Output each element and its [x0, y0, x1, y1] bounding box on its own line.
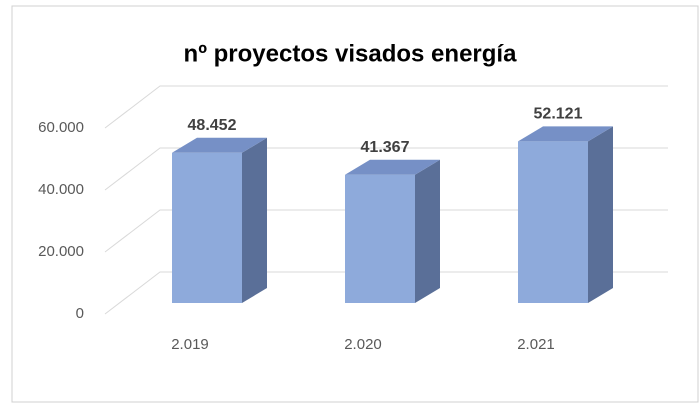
grid-line: [104, 271, 668, 315]
bar-front: [518, 141, 588, 303]
bar-front: [172, 152, 242, 303]
bar: [172, 137, 267, 303]
bar-top: [518, 126, 613, 142]
x-tick-label: 2.019: [171, 336, 209, 353]
bar-side: [415, 159, 440, 303]
y-tick-label: 0: [76, 305, 84, 322]
data-label: 41.367: [361, 139, 410, 156]
y-tick-label: 20.000: [38, 243, 84, 260]
chart-title: nº proyectos visados energía: [184, 40, 518, 67]
data-label: 48.452: [188, 117, 237, 134]
x-tick-label: 2.020: [344, 336, 382, 353]
grid-line: [104, 209, 668, 253]
bar-side: [588, 126, 613, 303]
y-tick-label: 40.000: [38, 181, 84, 198]
bar-side: [242, 137, 267, 303]
chart-frame: [11, 5, 699, 403]
bar-top: [345, 159, 440, 175]
bar-top: [172, 137, 267, 153]
grid-line: [104, 147, 668, 191]
bar: [518, 126, 613, 303]
bar: [345, 159, 440, 303]
y-tick-label: 60.000: [38, 119, 84, 136]
data-label: 52.121: [534, 106, 583, 123]
x-tick-label: 2.021: [517, 336, 555, 353]
bar-front: [345, 174, 415, 303]
grid-line: [104, 85, 668, 129]
